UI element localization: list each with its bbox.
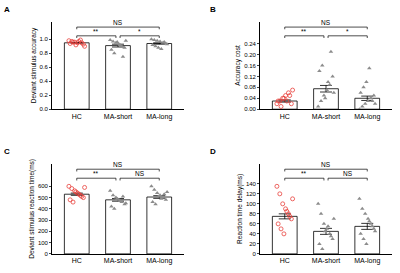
svg-text:0.4: 0.4 bbox=[40, 78, 49, 84]
svg-text:B: B bbox=[210, 5, 216, 14]
svg-text:300: 300 bbox=[38, 217, 49, 223]
svg-text:MA-short: MA-short bbox=[104, 113, 132, 120]
svg-text:MA-long: MA-long bbox=[146, 113, 172, 121]
svg-text:0.16: 0.16 bbox=[244, 63, 256, 69]
svg-text:Deviant stimulus reaction time: Deviant stimulus reaction time(ms) bbox=[28, 159, 36, 259]
svg-text:NS: NS bbox=[113, 19, 123, 26]
svg-text:100: 100 bbox=[246, 201, 257, 207]
svg-text:1.0: 1.0 bbox=[40, 36, 49, 42]
svg-text:A: A bbox=[4, 5, 10, 14]
svg-text:MA-short: MA-short bbox=[104, 257, 132, 264]
svg-text:**: ** bbox=[301, 28, 307, 35]
svg-text:400: 400 bbox=[38, 206, 49, 212]
svg-text:0.0: 0.0 bbox=[40, 106, 49, 112]
svg-text:0: 0 bbox=[253, 251, 257, 257]
svg-text:MA-short: MA-short bbox=[312, 113, 340, 120]
svg-text:0: 0 bbox=[45, 251, 49, 257]
svg-text:0.08: 0.08 bbox=[244, 84, 256, 90]
svg-text:NS: NS bbox=[135, 170, 145, 177]
svg-text:HC: HC bbox=[280, 257, 290, 264]
svg-text:Accuracy cost: Accuracy cost bbox=[234, 45, 242, 86]
svg-text:40: 40 bbox=[249, 231, 256, 237]
svg-text:0.00: 0.00 bbox=[244, 106, 256, 112]
svg-text:**: ** bbox=[301, 170, 307, 177]
svg-text:NS: NS bbox=[321, 161, 331, 168]
svg-text:**: ** bbox=[93, 28, 99, 35]
svg-text:0.04: 0.04 bbox=[244, 95, 256, 101]
svg-text:60: 60 bbox=[249, 221, 256, 227]
svg-text:20: 20 bbox=[249, 241, 256, 247]
svg-text:Reaction time delay(ms): Reaction time delay(ms) bbox=[236, 174, 244, 244]
svg-text:140: 140 bbox=[246, 181, 257, 187]
svg-text:0.2: 0.2 bbox=[40, 92, 49, 98]
svg-text:0.12: 0.12 bbox=[244, 74, 256, 80]
svg-text:*: * bbox=[138, 28, 141, 35]
svg-text:120: 120 bbox=[246, 191, 257, 197]
svg-text:C: C bbox=[4, 147, 10, 156]
svg-text:HC: HC bbox=[280, 113, 290, 120]
svg-text:0.6: 0.6 bbox=[40, 64, 49, 70]
svg-text:**: ** bbox=[93, 170, 99, 177]
svg-text:80: 80 bbox=[249, 211, 256, 217]
svg-text:Deviant stimulus accuracy: Deviant stimulus accuracy bbox=[30, 27, 38, 103]
svg-text:MA-long: MA-long bbox=[146, 257, 172, 265]
svg-text:0.24: 0.24 bbox=[244, 41, 256, 47]
svg-text:MA-long: MA-long bbox=[354, 257, 380, 265]
svg-text:HC: HC bbox=[72, 113, 82, 120]
svg-text:NS: NS bbox=[113, 161, 123, 168]
svg-text:0.8: 0.8 bbox=[40, 50, 49, 56]
svg-text:HC: HC bbox=[72, 257, 82, 264]
svg-text:NS: NS bbox=[343, 170, 353, 177]
svg-text:100: 100 bbox=[38, 240, 49, 246]
svg-text:D: D bbox=[210, 147, 216, 156]
svg-text:0.20: 0.20 bbox=[244, 52, 256, 58]
svg-text:MA-short: MA-short bbox=[312, 257, 340, 264]
svg-text:200: 200 bbox=[38, 228, 49, 234]
svg-text:*: * bbox=[346, 28, 349, 35]
svg-text:600: 600 bbox=[38, 183, 49, 189]
svg-text:NS: NS bbox=[321, 19, 331, 26]
svg-text:MA-long: MA-long bbox=[354, 113, 380, 121]
svg-text:500: 500 bbox=[38, 195, 49, 201]
